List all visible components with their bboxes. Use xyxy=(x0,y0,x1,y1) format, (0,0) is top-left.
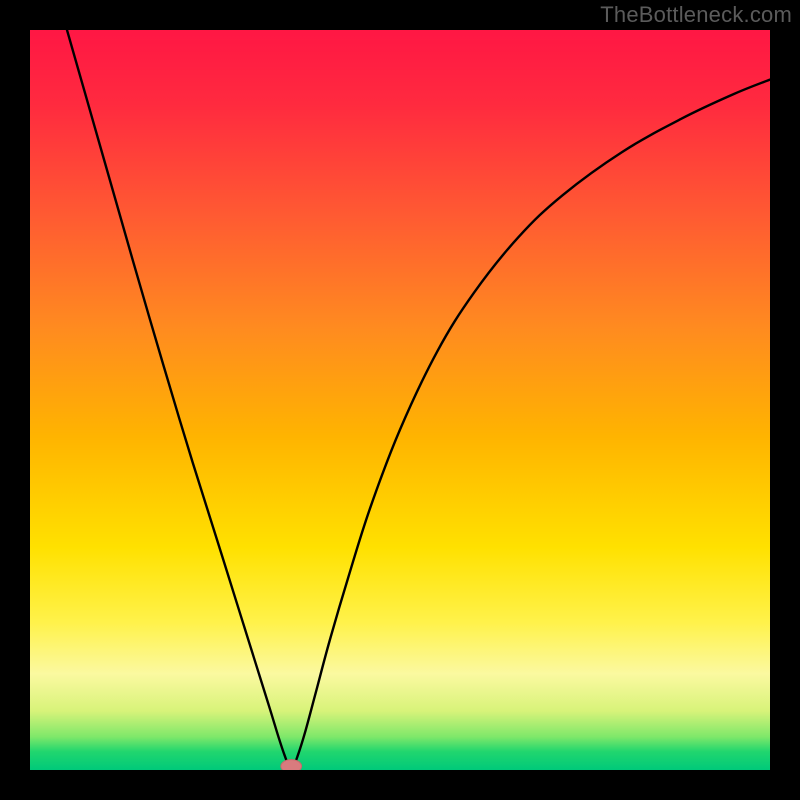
bottleneck-chart xyxy=(0,0,800,800)
plot-background-gradient xyxy=(30,30,770,770)
chart-container: TheBottleneck.com xyxy=(0,0,800,800)
watermark-text: TheBottleneck.com xyxy=(600,2,792,28)
